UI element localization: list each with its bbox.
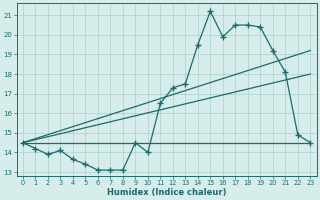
X-axis label: Humidex (Indice chaleur): Humidex (Indice chaleur) — [107, 188, 226, 197]
